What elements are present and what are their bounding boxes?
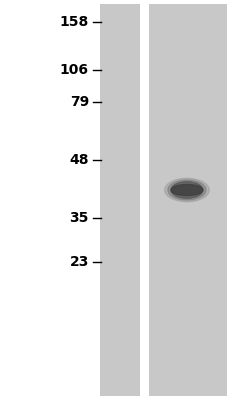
Ellipse shape <box>170 184 202 196</box>
Bar <box>100 4 141 396</box>
Text: 106: 106 <box>60 63 89 77</box>
Text: 35: 35 <box>69 211 89 225</box>
Bar <box>148 4 227 396</box>
Text: 158: 158 <box>59 15 89 29</box>
Ellipse shape <box>167 180 205 200</box>
Text: 23: 23 <box>69 255 89 269</box>
Bar <box>140 4 149 396</box>
Text: 79: 79 <box>69 95 89 109</box>
Text: 48: 48 <box>69 153 89 167</box>
Ellipse shape <box>170 182 202 198</box>
Ellipse shape <box>164 178 208 202</box>
